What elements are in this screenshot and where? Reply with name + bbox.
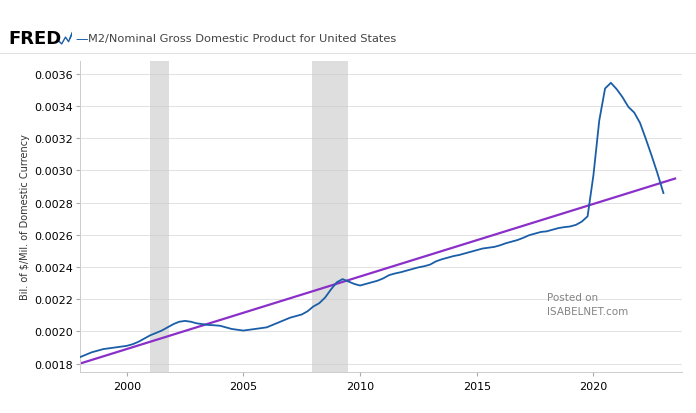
Text: FRED: FRED <box>8 30 62 48</box>
Text: —: — <box>75 33 88 46</box>
Text: Posted on
ISABELNET.com: Posted on ISABELNET.com <box>546 292 628 316</box>
Bar <box>312 62 349 372</box>
Bar <box>150 62 169 372</box>
Text: M2/Nominal Gross Domestic Product for United States: M2/Nominal Gross Domestic Product for Un… <box>88 34 397 44</box>
Y-axis label: Bil. of $/Mil. of Domestic Currency: Bil. of $/Mil. of Domestic Currency <box>20 134 30 299</box>
